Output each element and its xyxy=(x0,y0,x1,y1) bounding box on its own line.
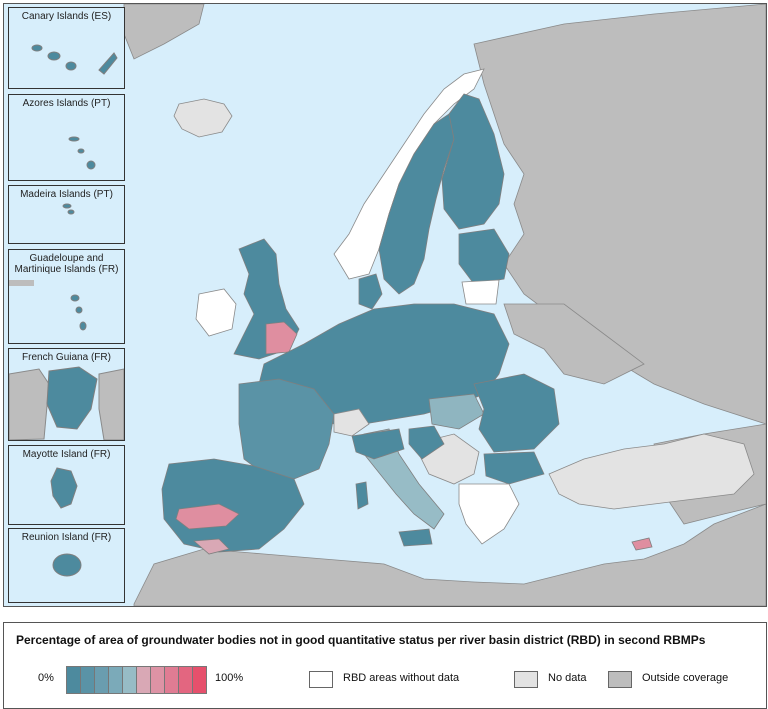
iceland xyxy=(173,98,233,138)
inset-canary-islands[interactable]: Canary Islands (ES) xyxy=(8,7,125,89)
legend-title: Percentage of area of groundwater bodies… xyxy=(16,633,706,647)
scale-step xyxy=(122,666,137,694)
sweden xyxy=(378,113,455,295)
denmark xyxy=(358,273,383,310)
inset-madeira-islands[interactable]: Madeira Islands (PT) xyxy=(8,185,125,244)
england-southeast xyxy=(265,321,298,355)
switzerland xyxy=(333,408,370,437)
scale-min-label: 0% xyxy=(38,672,54,684)
inset-title: French Guiana (FR) xyxy=(22,352,111,363)
scale-step xyxy=(80,666,95,694)
inset-guadeloupe-martinique[interactable]: Guadeloupe and Martinique Islands (FR) xyxy=(8,249,125,344)
bulgaria xyxy=(483,451,545,485)
inset-mayotte-island[interactable]: Mayotte Island (FR) xyxy=(8,445,125,525)
inset-title: Madeira Islands (PT) xyxy=(20,189,113,200)
inset-french-guiana[interactable]: French Guiana (FR) xyxy=(8,348,125,441)
inset-reunion-island[interactable]: Reunion Island (FR) xyxy=(8,528,125,603)
inset-azores-islands[interactable]: Azores Islands (PT) xyxy=(8,94,125,181)
baltic-states xyxy=(458,228,510,285)
no-data-swatch xyxy=(514,671,538,688)
canary-islands-shape xyxy=(31,44,118,75)
iberian-peninsula xyxy=(161,458,305,553)
rbd-without-data-swatch xyxy=(309,671,333,688)
color-scale xyxy=(66,666,207,694)
finland xyxy=(441,93,505,230)
lithuania xyxy=(461,279,500,305)
inset-title: Mayotte Island (FR) xyxy=(22,449,111,460)
france xyxy=(238,378,335,480)
scale-max-label: 100% xyxy=(215,672,244,684)
scale-step xyxy=(136,666,151,694)
inset-title: Canary Islands (ES) xyxy=(21,11,112,22)
inset-title: Reunion Island (FR) xyxy=(21,532,112,543)
outside-coverage-swatch xyxy=(608,671,632,688)
no-data-label: No data xyxy=(548,672,587,684)
mayotte-island-shape xyxy=(50,467,78,509)
french-guiana-shape xyxy=(9,366,124,440)
scale-step xyxy=(178,666,193,694)
northern-italy xyxy=(351,428,405,460)
romania xyxy=(473,373,560,453)
azores-islands-shape xyxy=(68,136,96,170)
sardinia xyxy=(355,481,369,510)
greece xyxy=(458,483,520,545)
madeira-islands-shape xyxy=(62,203,75,215)
croatia xyxy=(408,425,445,460)
turkey xyxy=(548,433,755,510)
scale-step xyxy=(164,666,179,694)
rbd-without-data-label: RBD areas without data xyxy=(343,672,460,684)
ireland xyxy=(195,288,237,337)
scale-step xyxy=(66,666,81,694)
guadeloupe-martinique-shape xyxy=(9,280,87,331)
outside-coverage-label: Outside coverage xyxy=(642,672,729,684)
sicily xyxy=(398,528,433,547)
cyprus xyxy=(631,537,653,551)
legend: Percentage of area of groundwater bodies… xyxy=(3,622,767,709)
europe-map[interactable] xyxy=(4,4,766,606)
inset-title: Guadeloupe and Martinique Islands (FR) xyxy=(14,253,119,275)
map-frame[interactable]: Canary Islands (ES) Azores Islands (PT) … xyxy=(3,3,767,607)
scale-step xyxy=(108,666,123,694)
scale-step xyxy=(94,666,109,694)
segura-rbd xyxy=(193,538,230,555)
inset-title: Azores Islands (PT) xyxy=(22,98,111,109)
scale-step xyxy=(150,666,165,694)
reunion-island-shape xyxy=(52,553,82,577)
hungary xyxy=(428,393,485,430)
guadiana-rbd xyxy=(175,503,240,530)
scale-step xyxy=(192,666,207,694)
